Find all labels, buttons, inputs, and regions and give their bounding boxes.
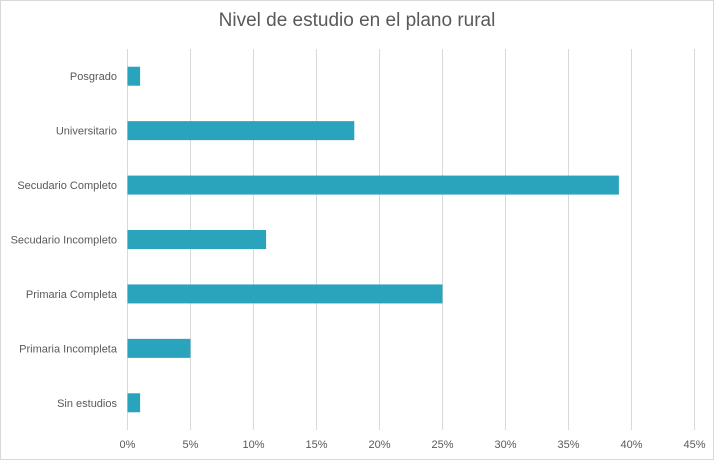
category-label: Posgrado (70, 71, 117, 83)
x-tick-label: 30% (494, 439, 516, 451)
category-label: Secudario Incompleto (11, 235, 117, 247)
category-label: Secudario Completo (17, 180, 117, 192)
chart-title: Nivel de estudio en el plano rural (218, 10, 496, 31)
x-tick-label: 45% (683, 439, 705, 451)
x-tick-label: 35% (557, 439, 579, 451)
x-tick-label: 0% (120, 439, 136, 451)
bar (127, 230, 267, 249)
bar (127, 338, 191, 358)
x-tick-label: 15% (305, 439, 327, 451)
x-tick-label: 40% (620, 439, 642, 451)
bar (127, 121, 355, 141)
x-tick-label: 5% (183, 439, 199, 451)
bar (127, 175, 619, 195)
x-tick-label: 25% (431, 439, 453, 451)
x-tick-label: 20% (368, 439, 390, 451)
category-label: Primaria Incompleta (19, 343, 118, 355)
bar (127, 66, 141, 86)
x-tick-label: 10% (242, 439, 264, 451)
category-label: Sin estudios (57, 398, 117, 410)
bar (127, 393, 141, 413)
bar (127, 284, 443, 304)
category-label: Primaria Completa (26, 289, 118, 301)
category-label: Universitario (56, 126, 117, 138)
